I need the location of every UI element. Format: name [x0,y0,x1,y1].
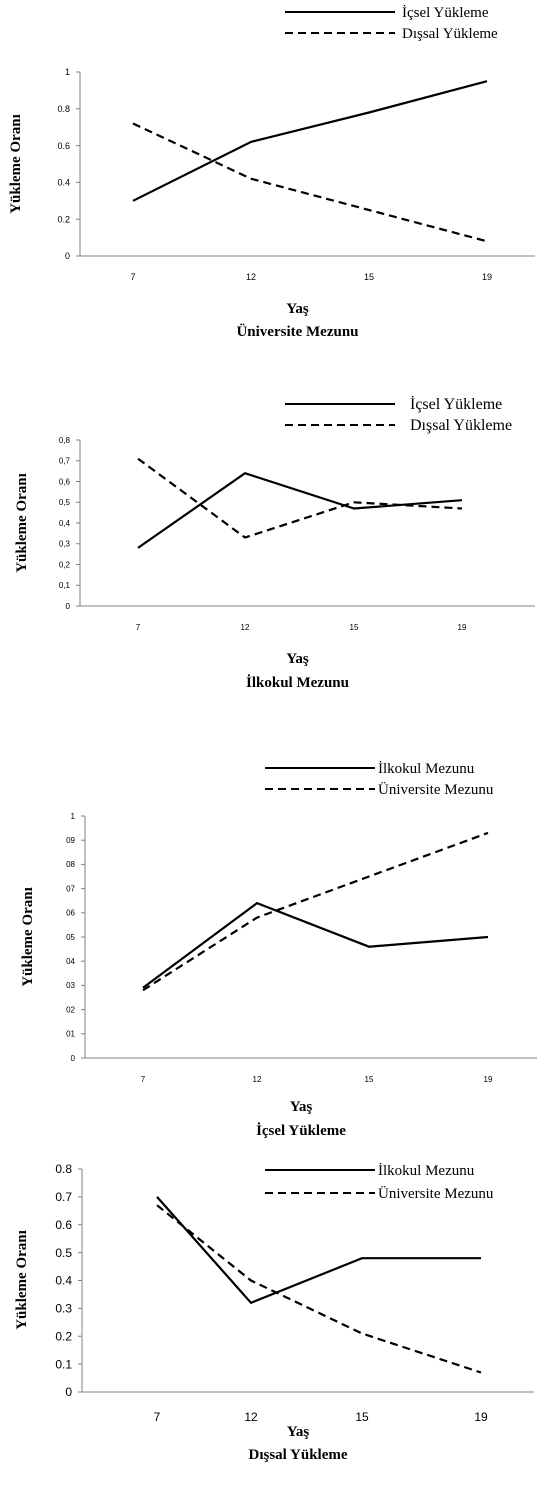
legend-label-1: İçsel Yükleme [410,395,502,413]
series-line-1 [142,901,489,989]
y-tick-label: 0.2 [57,214,70,224]
x-tick-label: 12 [246,272,256,282]
x-tick-label: 12 [241,623,250,632]
x-tick-label: 19 [482,272,492,282]
y-tick-label: 0,1 [59,581,71,590]
chart-title: İlkokul Mezunu [246,674,349,691]
x-tick-label: 15 [350,623,359,632]
x-tick-label: 19 [474,1410,488,1424]
y-tick-label: 0.6 [57,141,70,151]
y-tick-label: 01 [66,1030,75,1039]
y-tick-label: 0.1 [55,1357,72,1371]
y-tick-label: 0 [65,251,70,261]
y-axis-label: Yükleme Oranı [14,1230,30,1330]
legend-label-1: İlkokul Mezunu [378,761,475,777]
series-line-2 [142,831,489,992]
y-tick-label: 0.5 [55,1246,72,1260]
y-tick-label: 0.3 [55,1302,72,1316]
chart-panel-4: 0 0.1 0.2 0.3 0.4 0.5 0.6 0.7 0.8 7 12 15 19 İlkokul … [14,1162,534,1463]
y-tick-label: 0,7 [59,457,71,466]
y-tick-label: 06 [66,909,75,918]
y-tick-label: 0,8 [59,436,71,445]
x-tick-label: 12 [244,1410,258,1424]
series-line-2 [132,122,488,243]
x-tick-label: 15 [355,1410,369,1424]
legend-label-2: Üniversite Mezunu [378,781,494,798]
y-tick-label: 0 [66,602,71,611]
chart-title: Dışsal Yükleme [248,1447,347,1463]
legend-label-2: Dışsal Yükleme [410,417,512,434]
y-tick-label: 02 [66,1005,75,1014]
y-tick-label: 1 [65,67,70,77]
chart-title: İçsel Yükleme [256,1122,346,1139]
chart-panel-2: 0 0,1 0,2 0,3 0,4 0,5 0,6 0,7 0,8 7 12 15 19 İçsel Yü… [14,395,535,691]
y-tick-label: 0,3 [59,540,71,549]
x-tick-label: 7 [136,623,141,632]
y-axis-label: Yükleme Oranı [8,114,24,214]
y-tick-label: 0.8 [55,1162,72,1176]
y-tick-label: 0 [71,1054,76,1063]
x-axis-label: Yaş [290,1099,313,1115]
y-tick-label: 0,6 [59,477,71,486]
x-tick-label: 12 [253,1075,262,1084]
chart-panel-1: 0 0.2 0.4 0.6 0.8 1 7 12 15 19 İçsel Yükleme Dışsal… [8,5,535,340]
x-tick-label: 19 [458,623,467,632]
legend-label-1: İlkokul Mezunu [378,1163,475,1179]
legend-label-1: İçsel Yükleme [402,5,489,21]
y-tick-label: 09 [66,836,75,845]
y-tick-label: 0,2 [59,560,71,569]
y-tick-label: 08 [66,860,75,869]
series-line-1 [137,471,463,549]
series-line-2 [156,1204,482,1374]
series-line-1 [132,80,488,202]
x-tick-label: 7 [130,272,135,282]
x-tick-label: 19 [484,1075,493,1084]
x-tick-label: 15 [364,272,374,282]
y-axis-label: Yükleme Oranı [14,473,30,573]
y-tick-label: 03 [66,981,75,990]
y-tick-label: 0,5 [59,498,71,507]
x-tick-label: 7 [154,1410,161,1424]
y-tick-label: 0.6 [55,1218,72,1232]
y-tick-label: 05 [66,933,75,942]
y-tick-label: 04 [66,957,75,966]
x-tick-label: 15 [365,1075,374,1084]
x-axis-label: Yaş [286,301,309,317]
y-tick-label: 0 [65,1385,72,1399]
y-tick-label: 0.4 [55,1274,72,1288]
y-tick-label: 0,4 [59,519,71,528]
chart-title: Üniversite Mezunu [236,323,358,340]
chart-panel-3: 0 01 02 03 04 05 06 07 08 09 1 7 12 15 19 İlkokul Mezun… [20,761,537,1139]
y-tick-label: 0.2 [55,1329,72,1343]
x-axis-label: Yaş [287,1424,310,1440]
series-line-1 [156,1196,481,1305]
y-tick-label: 1 [71,812,76,821]
y-tick-label: 0.4 [57,178,70,188]
y-tick-label: 0.7 [55,1190,72,1204]
series-line-2 [137,457,463,539]
legend-label-2: Dışsal Yükleme [402,26,498,42]
legend-label-2: Üniversite Mezunu [378,1185,494,1202]
y-tick-label: 07 [66,884,75,893]
y-tick-label: 0.8 [57,104,70,114]
x-tick-label: 7 [141,1075,146,1084]
y-axis-label: Yükleme Oranı [20,887,36,987]
x-axis-label: Yaş [286,651,309,667]
